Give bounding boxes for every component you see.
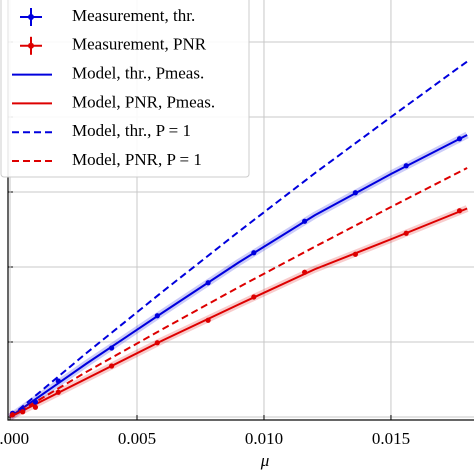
data-point bbox=[55, 378, 61, 384]
data-point bbox=[205, 317, 211, 323]
model-line bbox=[9, 60, 468, 418]
uncertainty-band bbox=[8, 205, 469, 421]
data-point bbox=[403, 163, 409, 169]
data-point bbox=[456, 136, 463, 142]
legend-label: Measurement, PNR bbox=[72, 35, 207, 54]
legend-label: Model, PNR, P = 1 bbox=[72, 150, 202, 169]
data-point bbox=[302, 218, 308, 224]
legend-label: Model, thr., Pmeas. bbox=[72, 64, 204, 83]
model-line bbox=[9, 207, 468, 418]
model-line bbox=[9, 167, 468, 418]
data-point bbox=[109, 345, 115, 351]
data-point bbox=[352, 251, 359, 257]
data-point bbox=[20, 409, 26, 415]
data-point bbox=[205, 280, 211, 286]
legend-box bbox=[0, 0, 250, 178]
legend-marker bbox=[28, 42, 34, 49]
data-point bbox=[32, 404, 39, 410]
data-point bbox=[154, 340, 160, 346]
x-tick-label: 0.015 bbox=[372, 429, 410, 448]
plot-frame bbox=[7, 0, 474, 421]
legend-label: Measurement, thr. bbox=[72, 6, 195, 25]
data-point bbox=[55, 389, 61, 395]
model-line bbox=[9, 134, 468, 418]
data-point bbox=[302, 269, 308, 275]
data-point bbox=[154, 313, 160, 319]
x-tick-label: 0.010 bbox=[245, 429, 283, 448]
x-axis-label: μ bbox=[260, 451, 270, 470]
data-point bbox=[352, 190, 359, 196]
x-tick-label: 0.000 bbox=[0, 429, 29, 448]
legend: Measurement, thr. Measurement, PNR Model, … bbox=[0, 0, 250, 178]
legend-marker bbox=[28, 14, 34, 20]
legend-label: Model, PNR, Pmeas. bbox=[72, 92, 215, 111]
data-point bbox=[109, 363, 115, 369]
data-point bbox=[9, 412, 16, 418]
data-point bbox=[32, 399, 39, 405]
x-tick-label: 0.005 bbox=[118, 429, 156, 448]
data-point bbox=[251, 250, 257, 256]
data-point bbox=[456, 208, 463, 214]
data-point bbox=[251, 294, 257, 300]
data-point bbox=[403, 230, 409, 236]
legend-label: Model, thr., P = 1 bbox=[72, 121, 191, 140]
